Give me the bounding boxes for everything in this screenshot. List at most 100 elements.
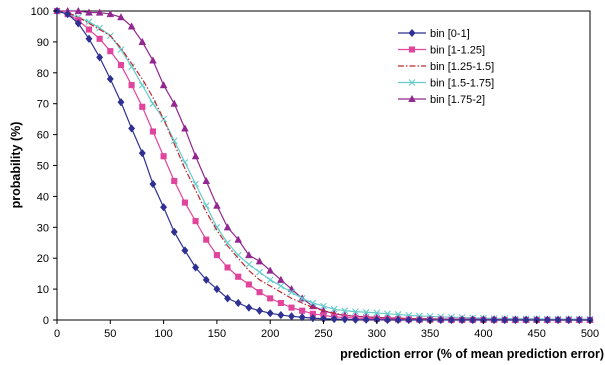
legend-label: bin [1.25-1.5] bbox=[430, 61, 494, 73]
series-line bbox=[56, 10, 590, 321]
data-point bbox=[415, 315, 423, 325]
data-point bbox=[181, 199, 188, 206]
y-tick-label: 70 bbox=[37, 99, 49, 111]
data-point bbox=[266, 276, 274, 284]
data-point bbox=[298, 294, 306, 302]
data-point bbox=[106, 9, 115, 18]
legend-marker bbox=[408, 79, 416, 86]
series-line bbox=[56, 10, 590, 320]
x-tick-label: 100 bbox=[154, 328, 172, 340]
series-line bbox=[56, 10, 590, 321]
data-point bbox=[277, 310, 285, 320]
legend-item: bin [1-1.25] bbox=[398, 45, 485, 57]
data-point bbox=[234, 235, 243, 243]
series-line bbox=[56, 10, 590, 321]
data-point bbox=[288, 304, 295, 311]
data-point bbox=[362, 308, 370, 316]
data-point bbox=[149, 56, 157, 64]
legend-label: bin [1.5-1.75] bbox=[430, 78, 494, 90]
x-tick-label: 50 bbox=[104, 328, 116, 340]
data-point bbox=[245, 303, 253, 312]
y-axis-ticks: 0 10 20 30 40 50 60 70 80 90 100 bbox=[31, 6, 57, 327]
x-tick-label: 200 bbox=[261, 328, 279, 340]
y-tick-label: 90 bbox=[37, 37, 49, 49]
data-point bbox=[224, 239, 231, 247]
data-point bbox=[267, 295, 274, 302]
data-point bbox=[181, 124, 189, 132]
data-point bbox=[245, 250, 253, 259]
data-point bbox=[85, 18, 93, 26]
data-point bbox=[224, 294, 232, 303]
data-point bbox=[255, 257, 264, 265]
data-point bbox=[95, 8, 104, 16]
data-point bbox=[107, 48, 114, 55]
data-point bbox=[384, 310, 391, 318]
legend-label: bin [1-1.25] bbox=[430, 45, 485, 57]
data-point bbox=[266, 266, 275, 274]
y-tick-label: 80 bbox=[37, 68, 49, 80]
data-point bbox=[458, 315, 466, 325]
data-point bbox=[213, 201, 221, 209]
data-point bbox=[351, 315, 360, 324]
data-point bbox=[362, 315, 370, 324]
data-point bbox=[213, 284, 221, 294]
x-tick-label: 400 bbox=[474, 328, 492, 340]
data-point bbox=[522, 315, 530, 325]
data-point bbox=[106, 74, 114, 84]
data-point bbox=[394, 315, 402, 325]
legend-marker bbox=[408, 28, 416, 38]
data-point bbox=[266, 309, 274, 318]
data-point bbox=[330, 314, 338, 324]
data-point bbox=[309, 299, 317, 307]
data-point bbox=[213, 223, 221, 231]
data-point bbox=[277, 275, 285, 283]
data-point bbox=[74, 19, 82, 28]
data-point bbox=[128, 124, 136, 133]
data-point bbox=[64, 9, 72, 19]
data-point bbox=[191, 152, 200, 160]
data-point bbox=[117, 62, 125, 69]
data-point bbox=[288, 288, 295, 296]
y-tick-label: 50 bbox=[37, 161, 49, 173]
x-tick-label: 350 bbox=[421, 328, 439, 340]
data-point bbox=[160, 153, 167, 160]
y-axis-title: probability (%) bbox=[9, 122, 23, 209]
data-point bbox=[74, 6, 83, 15]
x-tick-label: 0 bbox=[54, 328, 60, 340]
data-point bbox=[554, 315, 562, 325]
data-point bbox=[160, 203, 168, 212]
data-point bbox=[224, 264, 231, 271]
x-tick-label: 150 bbox=[208, 328, 226, 340]
legend-marker bbox=[408, 94, 416, 103]
data-point bbox=[170, 99, 179, 107]
data-point bbox=[117, 97, 125, 107]
data-point bbox=[159, 81, 168, 89]
data-point bbox=[447, 315, 455, 325]
legend-marker bbox=[408, 46, 416, 53]
data-point bbox=[234, 251, 242, 259]
data-point bbox=[277, 282, 285, 290]
series-5 bbox=[53, 6, 594, 323]
data-point bbox=[245, 260, 253, 268]
data-point bbox=[277, 299, 284, 307]
y-tick-label: 100 bbox=[31, 6, 49, 18]
data-point bbox=[149, 128, 156, 135]
data-point bbox=[256, 306, 264, 315]
x-axis-title: prediction error (% of mean prediction e… bbox=[340, 347, 604, 361]
legend-label: bin [1.75-2] bbox=[430, 94, 485, 106]
series-2 bbox=[53, 7, 594, 324]
series-1 bbox=[53, 6, 594, 325]
data-point bbox=[85, 34, 93, 43]
data-point bbox=[320, 302, 327, 310]
data-point bbox=[117, 13, 125, 21]
data-point bbox=[256, 289, 263, 296]
data-point bbox=[170, 137, 178, 145]
x-tick-label: 300 bbox=[368, 328, 386, 340]
data-point bbox=[96, 24, 104, 32]
series-3 bbox=[56, 10, 590, 321]
y-tick-label: 0 bbox=[43, 315, 49, 327]
x-tick-label: 450 bbox=[528, 328, 546, 340]
data-point bbox=[235, 273, 242, 280]
